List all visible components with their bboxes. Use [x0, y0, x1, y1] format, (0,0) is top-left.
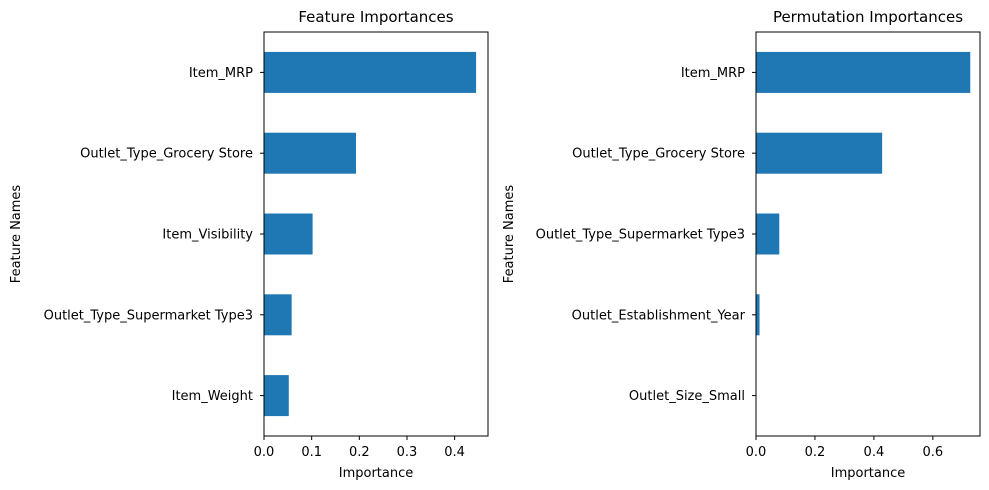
feature-importances-y-tick-label: Outlet_Type_Supermarket Type3	[44, 308, 253, 323]
permutation-importances-y-tick-label: Outlet_Size_Small	[629, 389, 745, 404]
permutation-importances-y-tick-label: Outlet_Type_Supermarket Type3	[536, 228, 745, 243]
feature-importances-panel: Item_MRP Outlet_Type_Grocery Store Item_Vi…	[9, 8, 489, 481]
feature-importances-y-tick-label: Item_Visibility	[162, 228, 253, 243]
permutation-importances-x-tick-label: 0.6	[922, 445, 943, 460]
permutation-importances-x-tick-label: 0.2	[805, 445, 826, 460]
feature-importances-x-axis-label: Importance	[339, 466, 414, 481]
feature-importances-x-tick-label: 0.1	[301, 445, 322, 460]
feature-importances-bar	[264, 294, 292, 336]
feature-importances-y-tick-label: Item_Weight	[172, 389, 253, 404]
permutation-importances-x-tick-label: 0.4	[864, 445, 885, 460]
feature-importances-bar	[264, 375, 289, 417]
feature-importances-x-tick-label: 0.2	[349, 445, 370, 460]
feature-importances-title: Feature Importances	[298, 8, 453, 26]
permutation-importances-y-tick-label: Outlet_Type_Grocery Store	[572, 147, 745, 162]
feature-importances-x-tick-label: 0.0	[254, 445, 275, 460]
permutation-importances-y-tick-label: Item_MRP	[681, 66, 745, 81]
feature-importances-bar	[264, 132, 356, 174]
permutation-importances-x-axis-label: Importance	[831, 466, 906, 481]
permutation-importances-x-tick-label: 0.0	[746, 445, 767, 460]
feature-importances-x-tick-label: 0.4	[444, 445, 465, 460]
permutation-importances-y-tick-label: Outlet_Establishment_Year	[572, 308, 746, 323]
feature-importances-y-tick-label: Outlet_Type_Grocery Store	[80, 147, 253, 162]
permutation-importances-bar	[756, 213, 780, 255]
permutation-importances-bar	[756, 51, 971, 93]
feature-importances-bar	[264, 51, 477, 93]
permutation-importances-panel: Item_MRP Outlet_Type_Grocery Store Outlet_…	[502, 8, 981, 481]
feature-importances-y-axis-label: Feature Names	[9, 185, 24, 284]
feature-importances-y-tick-label: Item_MRP	[189, 66, 253, 81]
permutation-importances-bar	[756, 132, 883, 174]
permutation-importances-bar	[756, 294, 760, 336]
permutation-importances-y-axis-label: Feature Names	[502, 185, 517, 284]
feature-importances-bar	[264, 213, 313, 255]
feature-importances-x-tick-label: 0.3	[397, 445, 418, 460]
permutation-importances-title: Permutation Importances	[773, 8, 963, 26]
